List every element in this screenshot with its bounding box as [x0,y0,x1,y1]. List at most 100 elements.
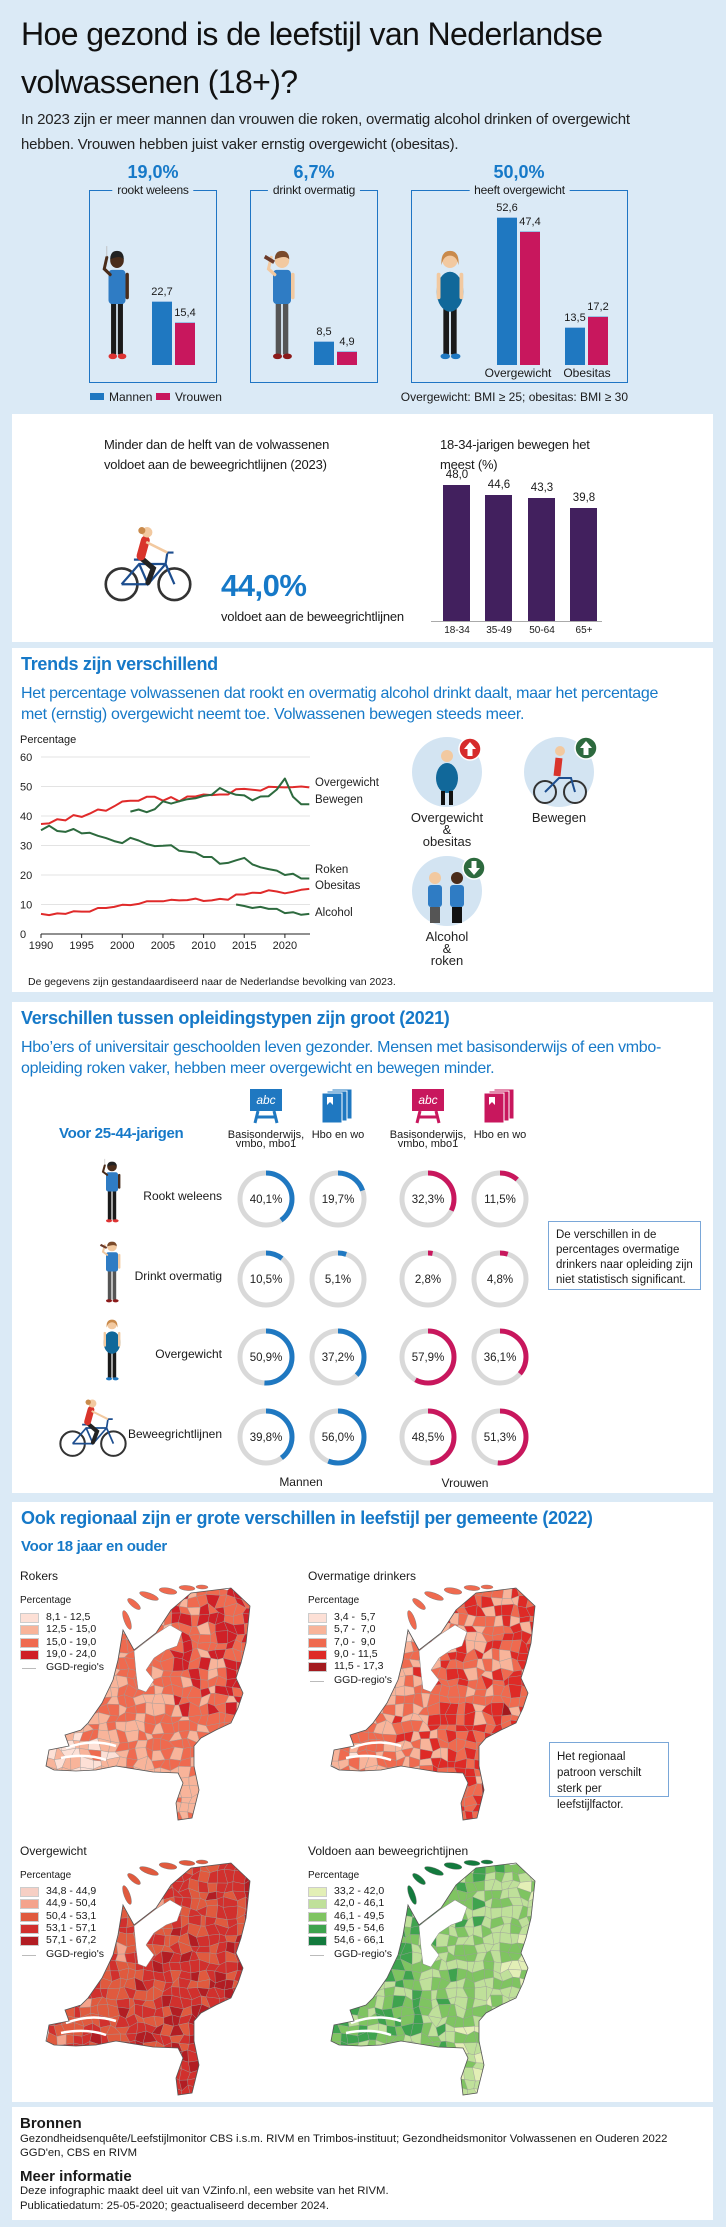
municipality [346,1945,358,1955]
municipality [394,1703,405,1718]
municipality [365,1935,375,1943]
municipality [331,1621,341,1633]
municipality [440,1878,451,1892]
municipality [69,1895,83,1911]
municipality [512,2067,519,2082]
municipality [251,1946,262,1951]
municipality [117,1794,131,1806]
municipality [253,1585,265,1599]
municipality [349,1632,361,1645]
municipality [124,1863,136,1874]
municipality [61,1863,71,1873]
municipality [536,2079,546,2089]
municipality [243,1712,250,1723]
municipality [419,1765,433,1779]
municipality [143,1811,157,1820]
municipality [197,1634,211,1644]
municipality [421,1613,430,1624]
municipality [52,1863,65,1875]
municipality [88,1648,103,1662]
municipality [252,1961,263,1972]
municipality [383,1668,396,1679]
municipality [429,2050,441,2064]
municipality [187,1828,202,1840]
cyclist-illustration [104,527,192,602]
municipality [63,1821,76,1834]
municipality [80,1944,93,1955]
municipality [384,2096,396,2108]
municipality [507,1788,523,1795]
municipality [97,1821,110,1833]
municipality [427,2067,442,2081]
municipality [232,1809,244,1820]
municipality [428,1830,440,1843]
municipality [97,1620,109,1634]
municipality [408,1811,423,1820]
municipality [79,1863,93,1874]
municipality [528,2088,535,2095]
municipality [82,1783,94,1798]
municipality [124,2094,139,2095]
municipality [62,1634,75,1641]
municipality [338,1588,351,1599]
municipality [133,1821,144,1833]
municipality [436,1783,451,1799]
municipality [227,2031,238,2047]
municipality [252,2085,262,2096]
municipality [156,1814,166,1820]
municipality [253,1621,264,1633]
municipality [346,1923,360,1937]
municipality [91,1604,103,1615]
municipality [99,1863,112,1874]
municipality [61,1602,76,1616]
municipality [142,1969,155,1982]
y-tick-label: 40 [20,811,32,823]
municipality [355,1988,369,1999]
municipality [537,1999,548,2005]
legend-ggd-label: GGD-regio's [334,1947,393,1960]
municipality [384,1596,395,1608]
municipality [70,1954,85,1962]
municipality [109,1811,118,1820]
trend-icon-1: Bewegen [524,736,598,825]
municipality [79,2094,93,2095]
municipality [160,1792,174,1805]
municipality [46,1678,57,1690]
municipality [331,1795,343,1805]
municipality [365,1949,379,1965]
municipality [251,1633,264,1643]
donut-value-label: 5,1% [325,1274,351,1286]
municipality [521,1758,531,1769]
municipality [501,2042,514,2054]
municipality [46,1926,55,1934]
municipality [356,2062,371,2073]
municipality [392,2060,405,2071]
municipality [331,1931,343,1947]
municipality [92,2085,100,2095]
municipality [373,1597,386,1605]
municipality [232,1986,247,2000]
municipality [46,1669,58,1679]
municipality [417,1810,432,1820]
trends-card [12,648,713,992]
municipality [527,1812,535,1820]
municipality [153,1615,165,1626]
municipality [153,2085,166,2095]
municipality [338,1604,350,1619]
municipality [536,1898,545,1907]
municipality [347,1896,361,1910]
municipality [253,1651,264,1659]
municipality [483,2060,493,2073]
municipality [99,1666,112,1678]
municipality [55,1801,67,1813]
municipality [83,1985,92,1999]
municipality [346,1869,359,1884]
regional-title: Ook regionaal zijn er grote verschillen … [21,1508,593,1528]
municipality [225,2080,238,2089]
municipality [98,2076,110,2090]
municipality [373,2087,386,2095]
municipality [80,1931,92,1946]
municipality [374,1810,386,1820]
municipality [54,1870,67,1880]
municipality [355,1863,367,1872]
